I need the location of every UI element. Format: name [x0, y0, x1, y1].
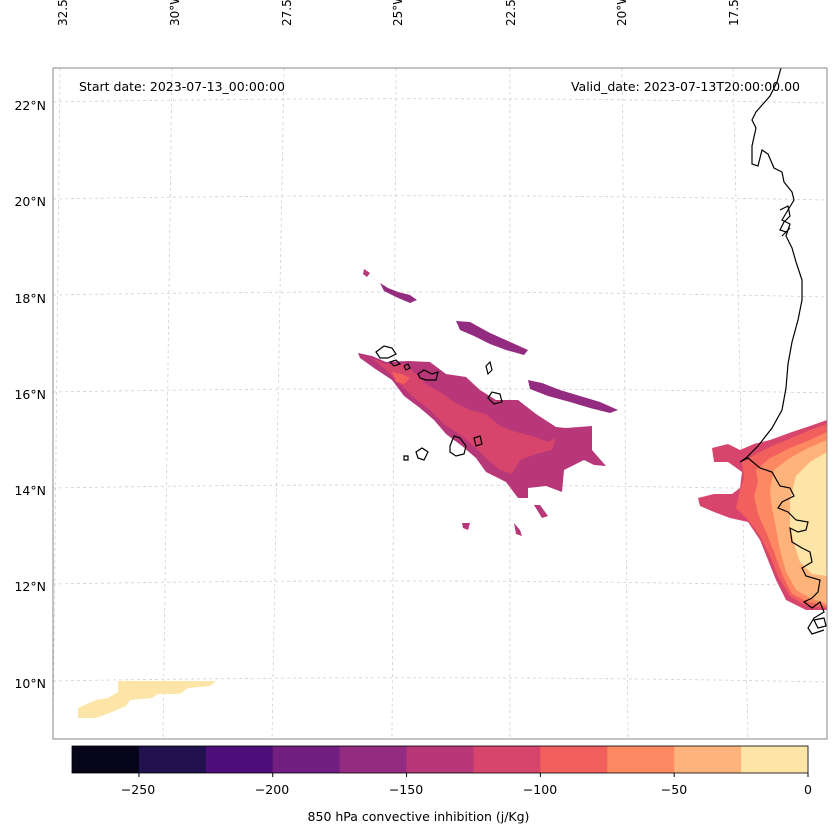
lat-label-16n: 16°N — [14, 387, 46, 402]
graticule — [53, 68, 827, 739]
colorbar-swatch — [205, 746, 274, 773]
lon-label-22-5w: 22.5°W — [504, 0, 518, 26]
colorbar-swatch — [741, 746, 809, 773]
cin-patch — [372, 358, 556, 474]
colorbar-swatch — [674, 746, 742, 773]
colorbar-tick: −150 — [388, 782, 424, 797]
lon-label-32-5w: 32.5°W — [56, 0, 70, 26]
colorbar-swatch — [540, 746, 608, 773]
colorbar-tick: −100 — [522, 782, 558, 797]
cin-patch — [534, 505, 548, 518]
colorbar-swatch — [473, 746, 541, 773]
colorbar-frame — [71, 745, 809, 774]
lon-label-25w: 25°W — [391, 0, 405, 26]
lat-label-20n: 20°N — [14, 194, 46, 209]
cin-patch — [78, 681, 216, 718]
cin-contours — [78, 269, 827, 718]
valid-date-label: Valid_date: 2023-07-13T20:00:00.00 — [570, 79, 800, 94]
cin-patch — [790, 452, 827, 576]
cin-patch — [456, 321, 528, 355]
cin-patch — [462, 523, 470, 530]
lat-label-22n: 22°N — [14, 98, 46, 113]
lon-label-30w: 30°W — [168, 0, 182, 26]
colorbar-label: 850 hPa convective inhibition (j/Kg) — [307, 809, 530, 824]
cin-patch — [380, 283, 417, 303]
lat-label-14n: 14°N — [14, 483, 46, 498]
map-content — [53, 68, 827, 739]
colorbar-swatch — [607, 746, 675, 773]
colorbar-tick: −50 — [660, 782, 688, 797]
colorbar-swatch — [272, 746, 341, 773]
lat-label-18n: 18°N — [14, 291, 46, 306]
lat-label-10n: 10°N — [14, 676, 46, 691]
coastlines — [375, 68, 827, 635]
map-frame — [52, 67, 828, 740]
lon-label-20w: 20°W — [615, 0, 629, 26]
cin-patch — [363, 269, 370, 277]
lat-label-12n: 12°N — [14, 579, 46, 594]
colorbar-tick: 0 — [804, 782, 812, 797]
colorbar-swatch — [406, 746, 474, 773]
cin-patch — [514, 523, 522, 536]
cin-patch — [392, 372, 410, 384]
colorbar-tick: −200 — [254, 782, 290, 797]
lon-label-17-5w: 17.5°W — [727, 0, 741, 26]
colorbar-tick: −250 — [120, 782, 156, 797]
colorbar-swatch — [72, 746, 140, 773]
start-date-label: Start date: 2023-07-13_00:00:00 — [79, 79, 285, 94]
colorbar-swatch — [138, 746, 207, 773]
cin-patch — [528, 380, 618, 413]
colorbar-swatch — [339, 746, 408, 773]
lon-label-27-5w: 27.5°W — [280, 0, 294, 26]
colorbar — [72, 746, 809, 777]
island-santo-antao — [375, 345, 397, 359]
